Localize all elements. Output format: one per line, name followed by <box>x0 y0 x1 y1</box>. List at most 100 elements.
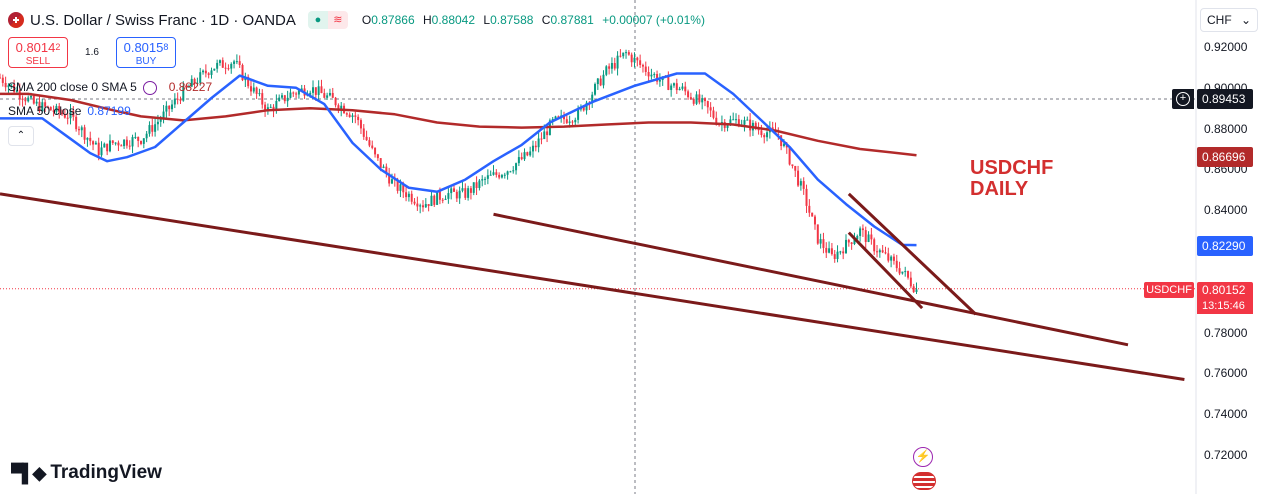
candle-body <box>97 142 100 156</box>
candle-body <box>672 83 675 86</box>
candle-body <box>221 60 224 68</box>
candle-body <box>613 63 616 69</box>
candle-body <box>870 234 873 240</box>
candle-body <box>878 250 881 253</box>
candle-body <box>114 142 117 144</box>
candle-body <box>241 65 244 81</box>
candle-body <box>766 132 769 138</box>
candle-body <box>565 119 568 123</box>
buy-button[interactable]: 0.80158 BUY <box>116 37 176 68</box>
candle-body <box>647 71 650 77</box>
symbol-title[interactable]: U.S. Dollar / Swiss Franc · 1D · OANDA <box>30 11 296 29</box>
candle-body <box>520 157 523 160</box>
candle-body <box>890 256 893 261</box>
candle-body <box>1 77 4 83</box>
candle-body <box>10 84 13 86</box>
candle-body <box>359 120 362 129</box>
candle-body <box>15 90 18 92</box>
candle-body <box>422 205 424 208</box>
candle-body <box>811 212 814 217</box>
candle-body <box>715 117 718 125</box>
candle-body <box>678 88 681 91</box>
candle-body <box>876 251 879 253</box>
candle-body <box>850 242 853 244</box>
candle-body <box>596 78 599 85</box>
candle-body <box>337 105 340 110</box>
sma50-legend[interactable]: SMA 50 close 0.87199 <box>8 104 131 118</box>
candle-body <box>49 106 52 111</box>
candle-body <box>825 247 828 253</box>
candle-body <box>517 157 520 164</box>
candle-body <box>704 98 706 102</box>
price-tick-label: 0.78000 <box>1204 325 1248 340</box>
candle-body <box>382 166 385 168</box>
currency-select[interactable]: CHF ⌄ <box>1200 8 1258 32</box>
us-economic-event-icon[interactable] <box>912 472 936 490</box>
candle-body <box>506 171 509 175</box>
sma200-legend-value: 0.88227 <box>168 80 213 94</box>
candle-body <box>235 61 238 63</box>
candle-body <box>819 239 822 244</box>
candle-body <box>4 82 7 88</box>
candle-body <box>368 140 371 146</box>
trade-panel: 0.80142 SELL 1.6 0.80158 BUY <box>8 37 176 68</box>
tradingview-logo[interactable]: ▀▌◆ TradingView <box>11 462 162 483</box>
candle-body <box>641 64 644 67</box>
candle-body <box>312 87 315 93</box>
annotation-symbol[interactable]: USDCHF <box>970 157 1054 179</box>
market-open-icon: ● <box>307 11 328 29</box>
candle-body <box>444 198 447 200</box>
candle-body <box>204 70 207 74</box>
candle-body <box>853 239 856 244</box>
candle-body <box>486 175 489 179</box>
candle-body <box>374 147 377 155</box>
settings-icon[interactable] <box>142 80 157 95</box>
candle-body <box>591 94 594 104</box>
candle-body <box>295 93 298 95</box>
candle-body <box>120 145 123 147</box>
candle-body <box>461 188 464 191</box>
candle-body <box>123 139 126 147</box>
candle-body <box>30 95 33 98</box>
candle-body <box>61 112 64 115</box>
candle-body <box>202 70 205 73</box>
candle-body <box>500 175 503 178</box>
candle-body <box>813 216 816 225</box>
candle-body <box>912 286 915 292</box>
candle-body <box>151 125 154 132</box>
candle-body <box>269 106 272 108</box>
candle-body <box>38 101 41 112</box>
plus-icon: + <box>1176 92 1190 106</box>
candle-body <box>864 230 867 242</box>
candle-body <box>117 142 120 146</box>
candle-body <box>503 174 506 176</box>
sell-button[interactable]: 0.80142 SELL <box>8 37 68 68</box>
candle-body <box>63 114 66 118</box>
candle-body <box>416 203 419 207</box>
candle-body <box>441 199 444 201</box>
candle-body <box>230 63 233 69</box>
candle-body <box>526 152 529 156</box>
candle-body <box>106 143 109 152</box>
candle-body <box>847 239 850 243</box>
candle-body <box>515 163 518 171</box>
candle-body <box>376 154 379 159</box>
candle-body <box>388 173 391 184</box>
candle-body <box>69 110 72 119</box>
candle-body <box>816 224 819 244</box>
candle-body <box>179 99 182 101</box>
candle-body <box>156 121 159 125</box>
event-lightning-icon[interactable]: ⚡ <box>913 447 933 467</box>
collapse-legend-button[interactable]: ⌃ <box>8 126 34 146</box>
annotation-timeframe[interactable]: DAILY <box>970 178 1029 200</box>
trendline-long-term-lower <box>0 192 1185 382</box>
candle-body <box>599 78 602 86</box>
candle-body <box>729 119 732 125</box>
market-status-pill[interactable]: ● ≋ <box>307 11 348 29</box>
crosshair-add-button[interactable]: + <box>1172 89 1194 109</box>
sma200-legend[interactable]: SMA 200 close 0 SMA 5 0.88227 <box>8 80 213 95</box>
candle-body <box>498 174 501 178</box>
candle-body <box>467 188 470 198</box>
candle-body <box>509 171 512 173</box>
